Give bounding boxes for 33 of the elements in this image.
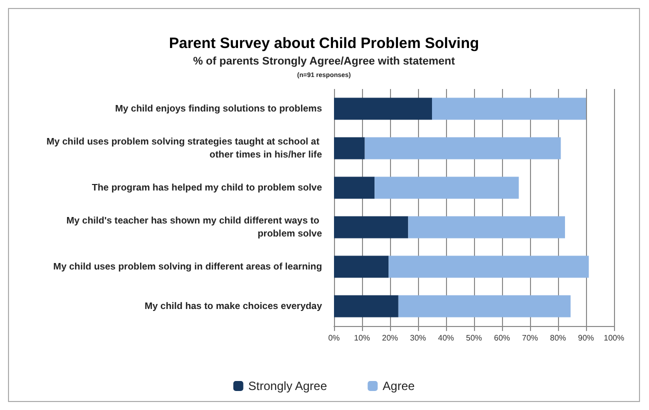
bar	[432, 98, 586, 120]
y-tick-label: My child uses problem solving in different areas of learning	[53, 261, 322, 272]
bar	[334, 137, 365, 160]
y-tick-label: My child's teacher has shown my child different ways to problem solve	[66, 215, 322, 240]
x-tick-label: 60%	[494, 334, 510, 342]
x-tick-label: 100%	[604, 334, 624, 342]
bar	[408, 216, 565, 238]
chart-subtitle: % of parents Strongly Agree/Agree with statement	[193, 56, 456, 68]
y-tick-label: My child enjoys finding solutions to problems	[115, 103, 322, 114]
bar	[334, 216, 408, 238]
bar	[334, 176, 375, 199]
x-tick-label: 50%	[466, 334, 482, 342]
bar	[334, 256, 389, 278]
bar	[398, 295, 571, 318]
x-tick-label: 20%	[382, 334, 398, 342]
x-tick-label: 0%	[328, 334, 340, 342]
legend-label: Agree	[382, 379, 416, 393]
bar	[388, 256, 589, 278]
bar	[364, 137, 561, 160]
bar	[334, 98, 432, 120]
chart-title: Parent Survey about Child Problem Solving	[168, 35, 480, 52]
x-tick-label: 90%	[578, 334, 594, 342]
x-tick-label: 30%	[410, 334, 426, 342]
bar	[334, 295, 398, 318]
y-tick-label: The program has helped my child to problem solve	[92, 182, 322, 194]
y-tick-label: My child uses problem solving strategies taught at school at other times in his/her life	[46, 136, 322, 160]
bar	[374, 176, 519, 199]
x-tick-label: 70%	[522, 334, 538, 342]
y-tick-label: My child has to make choices everyday	[144, 300, 323, 312]
x-tick-label: 10%	[354, 334, 370, 342]
legend-label: Strongly Agree	[248, 379, 328, 393]
x-tick-label: 80%	[550, 334, 566, 342]
x-tick-label: 40%	[438, 334, 454, 342]
